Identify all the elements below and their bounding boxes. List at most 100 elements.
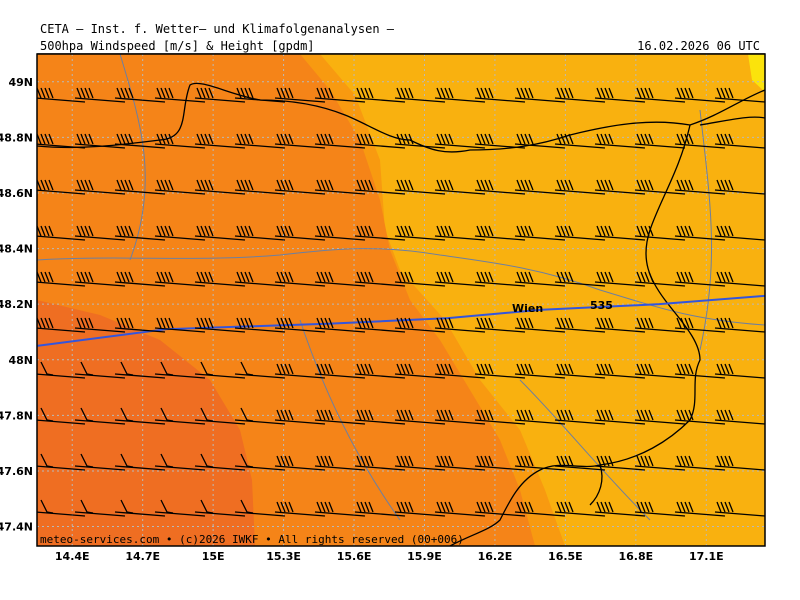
- wind-barb: [634, 133, 686, 149]
- wind-barb: [37, 271, 86, 287]
- wind-barb: [674, 455, 726, 471]
- wind-barb: [634, 225, 686, 241]
- lat-label: 48.8N: [0, 131, 33, 144]
- wind-barb: [234, 87, 286, 103]
- wind-barb: [354, 317, 406, 333]
- wind-barb: [114, 225, 166, 241]
- wind-barb: [234, 317, 286, 333]
- wind-barb: [674, 179, 726, 195]
- wind-barb: [154, 499, 206, 517]
- wind-barb: [474, 87, 526, 103]
- wind-barb: [394, 317, 446, 333]
- wind-barb: [434, 317, 486, 333]
- wind-barb: [114, 179, 166, 195]
- wind-barb: [274, 409, 326, 425]
- wind-barb: [154, 453, 206, 471]
- wind-barb: [514, 501, 566, 517]
- wind-barb: [274, 317, 326, 333]
- lon-label: 15.6E: [337, 550, 372, 563]
- wind-barb: [314, 455, 366, 471]
- wind-barb: [194, 87, 246, 103]
- wind-barb: [674, 133, 726, 149]
- wind-barb: [554, 225, 606, 241]
- wind-barb: [234, 361, 286, 379]
- wind-barb: [434, 225, 486, 241]
- wind-barb: [594, 317, 646, 333]
- wind-barb: [514, 271, 566, 287]
- wind-barb: [314, 317, 366, 333]
- wind-barb: [674, 87, 726, 103]
- wind-barb: [314, 225, 366, 241]
- wind-barb: [554, 455, 606, 471]
- wind-barb: [194, 271, 246, 287]
- wind-barb: [194, 179, 246, 195]
- wind-barb: [434, 501, 486, 517]
- wind-barb: [37, 453, 86, 471]
- wind-barb: [714, 179, 765, 195]
- wind-barb: [354, 225, 406, 241]
- latitude-labels: 49N 48.8N 48.6N 48.4N 48.2N 48N 47.8N 47.6N 47.4…: [0, 76, 33, 534]
- wind-barb: [434, 87, 486, 103]
- wind-barb: [154, 317, 206, 333]
- wind-barb: [714, 501, 765, 517]
- wind-barb: [74, 499, 126, 517]
- lon-label: 17.1E: [689, 550, 724, 563]
- lon-label: 14.4E: [55, 550, 90, 563]
- contour-label: 535: [590, 299, 613, 312]
- wind-barb: [394, 455, 446, 471]
- wind-barb: [114, 271, 166, 287]
- wind-barb: [594, 363, 646, 379]
- wind-barb: [154, 361, 206, 379]
- wind-barb: [554, 317, 606, 333]
- wind-barb: [474, 225, 526, 241]
- wind-barb: [234, 407, 286, 425]
- longitude-labels: 14.4E 14.7E 15E 15.3E 15.6E 15.9E 16.2E 16.5E 16…: [55, 550, 724, 563]
- wind-barb: [37, 361, 86, 379]
- wind-barb: [154, 87, 206, 103]
- wind-barb: [314, 179, 366, 195]
- wind-barb: [74, 361, 126, 379]
- wind-barb: [114, 499, 166, 517]
- wind-barb: [354, 271, 406, 287]
- wind-barb: [674, 225, 726, 241]
- wind-barb: [274, 87, 326, 103]
- lon-label: 16.2E: [478, 550, 513, 563]
- wind-barb: [714, 363, 765, 379]
- wind-barb: [594, 133, 646, 149]
- copyright-footer: meteo-services.com • (c)2026 IWKF • All …: [40, 533, 464, 546]
- wind-barb: [114, 87, 166, 103]
- wind-barb: [354, 133, 406, 149]
- wind-barb: [394, 179, 446, 195]
- wind-barb: [37, 317, 86, 333]
- wind-barb: [634, 317, 686, 333]
- wind-barb: [354, 179, 406, 195]
- wind-barb: [714, 225, 765, 241]
- country-borders: [37, 82, 765, 546]
- city-label-wien: Wien: [512, 302, 543, 315]
- wind-barb: [514, 317, 566, 333]
- wind-barb: [474, 455, 526, 471]
- wind-barb: [314, 87, 366, 103]
- graticule-grid: [37, 54, 765, 546]
- wind-barb: [594, 409, 646, 425]
- wind-barb: [274, 501, 326, 517]
- wind-barb: [474, 271, 526, 287]
- lon-label: 16.5E: [548, 550, 583, 563]
- wind-barb: [474, 501, 526, 517]
- wind-barb: [234, 271, 286, 287]
- lat-label: 47.6N: [0, 465, 33, 478]
- wind-barb: [474, 317, 526, 333]
- wind-barb: [274, 363, 326, 379]
- lon-label: 15E: [202, 550, 225, 563]
- wind-barb: [594, 271, 646, 287]
- wind-barb: [714, 455, 765, 471]
- lat-label: 47.8N: [0, 409, 33, 422]
- wind-barb: [114, 133, 166, 149]
- wind-barb: [154, 271, 206, 287]
- wind-barb: [314, 363, 366, 379]
- wind-barb: [634, 363, 686, 379]
- wind-barb: [194, 499, 246, 517]
- wind-barb: [674, 501, 726, 517]
- wind-barb: [554, 501, 606, 517]
- wind-barb: [394, 363, 446, 379]
